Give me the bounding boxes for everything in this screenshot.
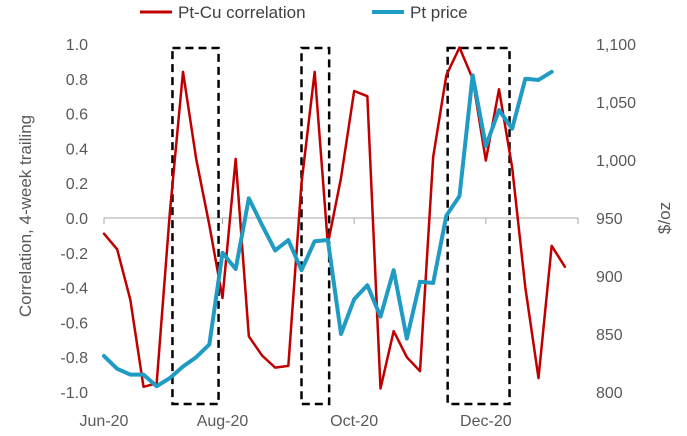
x-tick-label: Aug-20: [197, 413, 249, 430]
y-tick-left: -0.4: [60, 281, 88, 298]
y-tick-right: 1,000: [596, 153, 636, 170]
legend: Pt-Cu correlation Pt price: [140, 3, 468, 22]
legend-label-pt-price: Pt price: [410, 3, 468, 22]
y-tick-left: -0.8: [60, 350, 88, 367]
y-tick-left: 0.2: [66, 176, 88, 193]
legend-label-correlation: Pt-Cu correlation: [178, 3, 306, 22]
x-tick-label: Dec-20: [460, 413, 512, 430]
y-tick-right: 950: [596, 211, 623, 228]
y-tick-left: 0.6: [66, 107, 88, 124]
y-axis-title-left: Correlation, 4-week trailing: [16, 115, 35, 317]
y-axis-title-right: $/oz: [655, 202, 674, 234]
series-layer: [102, 46, 567, 390]
y-tick-left: -0.6: [60, 315, 88, 332]
y-tick-left: -1.0: [60, 385, 88, 402]
y-tick-right: 1,050: [596, 95, 636, 112]
highlight-box-3: [446, 46, 511, 406]
y-tick-left: 0.4: [66, 141, 88, 158]
x-tick-label: Jun-20: [80, 413, 129, 430]
series-line-correlation: [102, 46, 567, 390]
y-tick-right: 1,100: [596, 37, 636, 54]
x-tick-label: Oct-20: [330, 413, 378, 430]
y-tick-left: -0.2: [60, 246, 88, 263]
y-tick-left: 0.0: [66, 211, 88, 228]
y-tick-left: 1.0: [66, 37, 88, 54]
y-tick-right: 850: [596, 327, 623, 344]
series-line-pt-price: [102, 69, 554, 389]
y-tick-left: 0.8: [66, 72, 88, 89]
y-tick-right: 800: [596, 385, 623, 402]
highlight-box-1: [171, 46, 220, 406]
tick-layer: 1.0 0.8 0.6 0.4 0.2 0.0 -0.2 -0.4 -0.6 -0.8 -1.0 1,…: [60, 37, 636, 430]
highlight-box-2: [300, 46, 331, 406]
y-tick-right: 900: [596, 269, 623, 286]
highlight-boxes: [171, 46, 511, 406]
